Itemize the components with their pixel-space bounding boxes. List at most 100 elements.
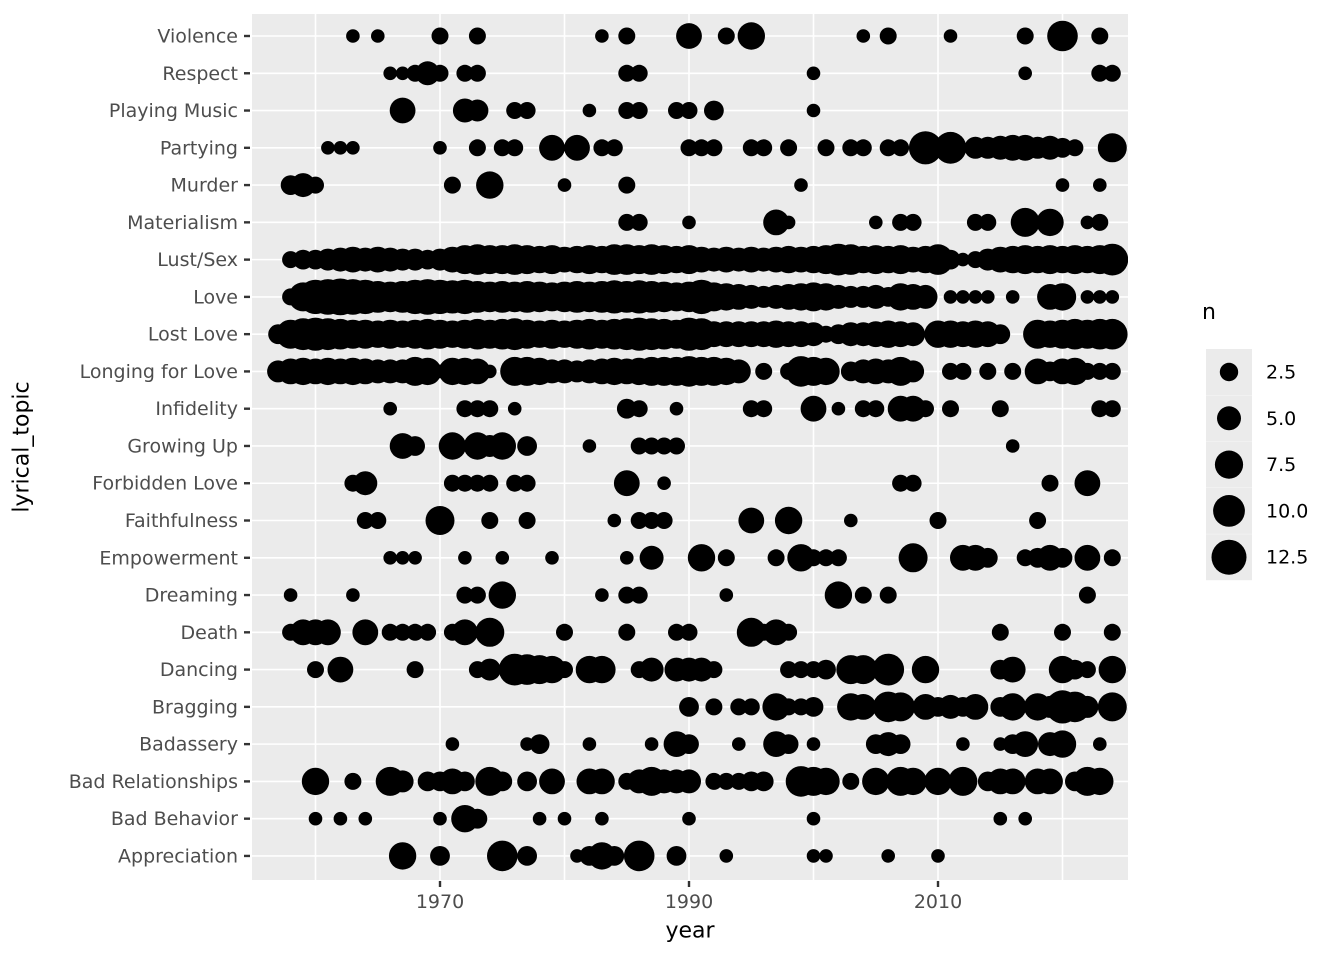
data-point <box>433 811 447 826</box>
data-point <box>595 588 609 602</box>
data-point <box>408 551 422 565</box>
data-point <box>942 400 959 418</box>
data-point <box>962 694 989 720</box>
data-point <box>682 811 696 826</box>
data-point <box>582 103 597 118</box>
data-point <box>1097 318 1128 350</box>
legend-value-label: 7.5 <box>1266 454 1296 476</box>
data-point <box>801 322 826 347</box>
data-point <box>812 767 840 796</box>
data-point <box>630 437 648 455</box>
data-point <box>1076 695 1099 718</box>
data-point <box>431 27 449 45</box>
data-point <box>307 176 324 194</box>
data-point <box>481 474 499 492</box>
data-point <box>620 551 634 565</box>
data-point <box>999 656 1026 683</box>
data-point <box>492 771 513 792</box>
data-point <box>588 655 616 684</box>
data-point <box>466 99 489 122</box>
data-point <box>979 213 997 231</box>
data-point <box>1018 811 1032 826</box>
y-tick-label: Forbidden Love <box>92 473 238 495</box>
data-point <box>283 588 298 602</box>
data-point <box>468 474 486 492</box>
data-point <box>1103 623 1121 641</box>
data-point <box>806 103 821 118</box>
data-point <box>488 432 516 460</box>
data-point <box>977 547 998 568</box>
data-point <box>929 512 947 529</box>
data-point <box>831 401 846 416</box>
data-point <box>854 139 872 157</box>
y-tick-label: Growing Up <box>127 435 238 457</box>
data-point <box>506 139 524 157</box>
data-point <box>966 213 984 231</box>
data-point <box>1103 400 1121 418</box>
data-point <box>1097 692 1127 722</box>
data-point <box>1078 661 1096 679</box>
legend-size-circle <box>1211 539 1247 575</box>
data-point <box>668 623 685 641</box>
x-tick-label: 2010 <box>914 891 962 913</box>
legend-value-label: 12.5 <box>1266 547 1308 569</box>
data-point <box>333 141 348 155</box>
data-point <box>556 623 573 641</box>
data-point <box>981 290 995 304</box>
data-point <box>618 27 636 45</box>
data-point <box>1080 215 1095 230</box>
data-point <box>755 362 773 380</box>
data-point <box>892 474 910 492</box>
data-point <box>717 772 735 790</box>
data-point <box>383 401 398 416</box>
y-tick-label: Playing Music <box>109 100 238 122</box>
data-point <box>817 549 835 567</box>
data-point <box>762 693 790 721</box>
y-tick-label: Badassery <box>139 734 238 756</box>
data-point <box>680 139 698 157</box>
data-point <box>902 360 925 383</box>
legend-size-circle <box>1213 495 1245 527</box>
data-point <box>1103 362 1121 380</box>
data-point <box>538 655 566 684</box>
data-point <box>358 811 373 826</box>
y-tick-label: Murder <box>171 175 239 197</box>
data-point <box>669 401 684 416</box>
data-point <box>433 141 447 155</box>
data-point <box>755 139 773 157</box>
data-point <box>346 141 360 155</box>
data-point <box>481 512 499 529</box>
data-point <box>780 661 798 679</box>
data-point <box>904 213 922 231</box>
data-point <box>842 772 860 790</box>
data-point <box>1091 400 1109 418</box>
data-point <box>1061 357 1089 386</box>
data-point <box>445 737 460 751</box>
data-point <box>862 767 890 796</box>
data-point <box>677 769 701 794</box>
data-point <box>595 811 609 826</box>
data-point <box>1091 27 1109 45</box>
data-point <box>940 249 961 270</box>
data-point <box>1055 178 1070 192</box>
data-point <box>1091 64 1109 82</box>
data-point <box>1103 64 1121 82</box>
data-point <box>968 290 983 304</box>
data-point <box>787 544 815 572</box>
data-point <box>956 252 970 267</box>
data-point <box>356 512 374 529</box>
data-point <box>655 437 673 455</box>
data-point <box>383 551 398 565</box>
data-point <box>643 512 661 529</box>
data-point <box>719 588 734 602</box>
data-point <box>315 619 341 646</box>
data-point <box>742 400 760 418</box>
data-point <box>879 139 897 157</box>
data-point <box>639 657 664 682</box>
data-point <box>899 767 927 796</box>
y-tick-label: Dreaming <box>145 585 238 607</box>
data-point <box>405 436 425 456</box>
data-point <box>291 173 316 198</box>
data-point <box>1048 283 1077 311</box>
data-point <box>904 474 922 492</box>
